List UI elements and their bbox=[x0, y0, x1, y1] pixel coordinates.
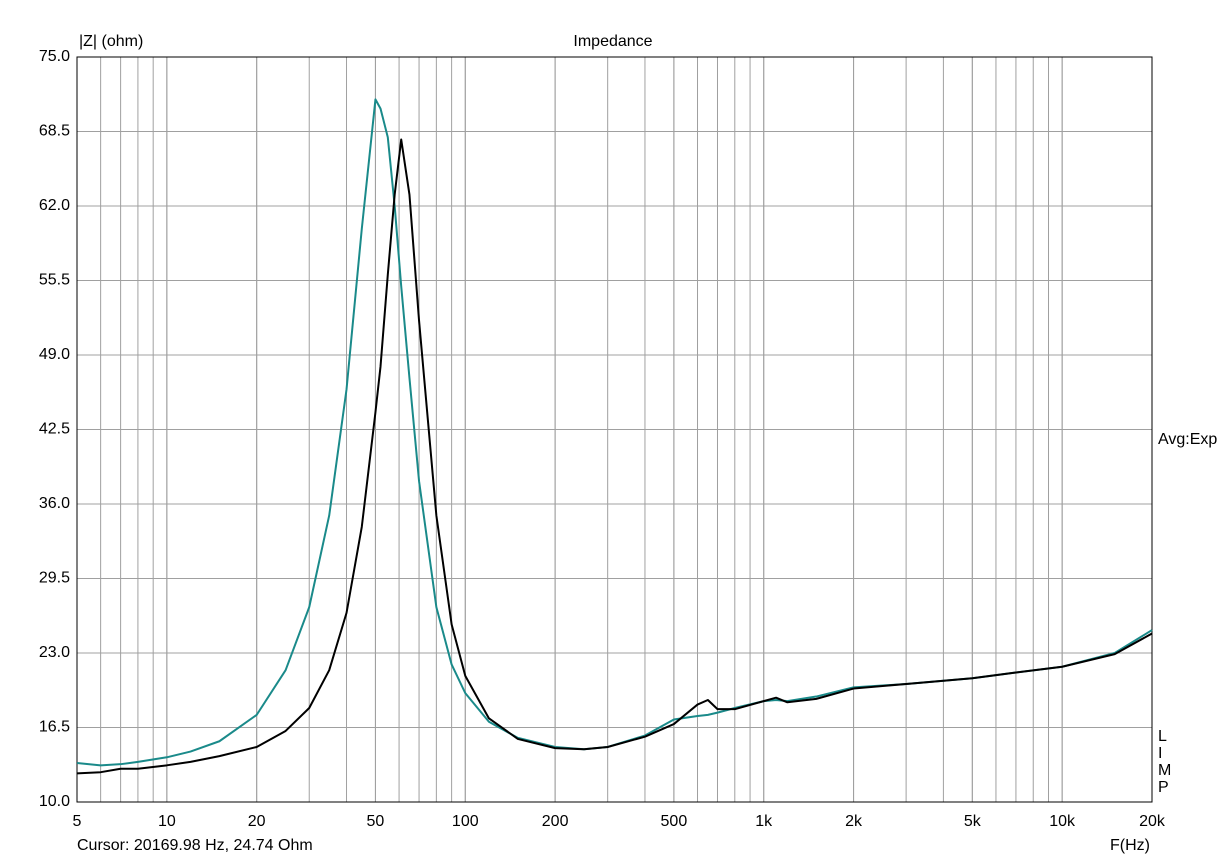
y-tick-label: 36.0 bbox=[39, 495, 70, 512]
x-tick-label: 5 bbox=[73, 813, 82, 830]
y-tick-label: 55.5 bbox=[39, 272, 70, 289]
y-tick-label: 42.5 bbox=[39, 421, 70, 438]
y-tick-label: 49.0 bbox=[39, 346, 70, 363]
side-letter: I bbox=[1158, 745, 1162, 762]
impedance-line bbox=[76, 98, 1153, 767]
y-tick-label: 62.0 bbox=[39, 197, 70, 214]
chart-title: Impedance bbox=[573, 33, 652, 50]
x-axis-label: F(Hz) bbox=[1110, 837, 1150, 854]
x-tick-label: 5k bbox=[964, 813, 982, 830]
avg-label: Avg:Exp bbox=[1158, 431, 1217, 448]
side-letter: L bbox=[1158, 728, 1167, 745]
y-tick-label: 68.5 bbox=[39, 123, 70, 140]
impedance-line bbox=[76, 138, 1153, 775]
x-tick-label: 20k bbox=[1139, 813, 1166, 830]
y-tick-label: 75.0 bbox=[39, 48, 70, 65]
y-tick-label: 23.0 bbox=[39, 644, 70, 661]
plot-frame bbox=[76, 56, 1153, 803]
x-tick-label: 10k bbox=[1049, 813, 1076, 830]
x-tick-label: 50 bbox=[367, 813, 385, 830]
x-tick-label: 2k bbox=[845, 813, 863, 830]
x-tick-label: 20 bbox=[248, 813, 266, 830]
x-tick-label: 10 bbox=[158, 813, 176, 830]
y-tick-label: 16.5 bbox=[39, 719, 70, 736]
x-tick-label: 200 bbox=[542, 813, 569, 830]
y-axis-label: |Z| (ohm) bbox=[79, 33, 143, 50]
y-tick-label: 29.5 bbox=[39, 570, 70, 587]
x-tick-label: 100 bbox=[452, 813, 479, 830]
x-tick-label: 1k bbox=[755, 813, 773, 830]
y-tick-label: 10.0 bbox=[39, 793, 70, 810]
side-letter: M bbox=[1158, 762, 1171, 779]
side-letter: P bbox=[1158, 779, 1169, 796]
x-tick-label: 500 bbox=[661, 813, 688, 830]
cursor-status: Cursor: 20169.98 Hz, 24.74 Ohm bbox=[77, 837, 313, 854]
